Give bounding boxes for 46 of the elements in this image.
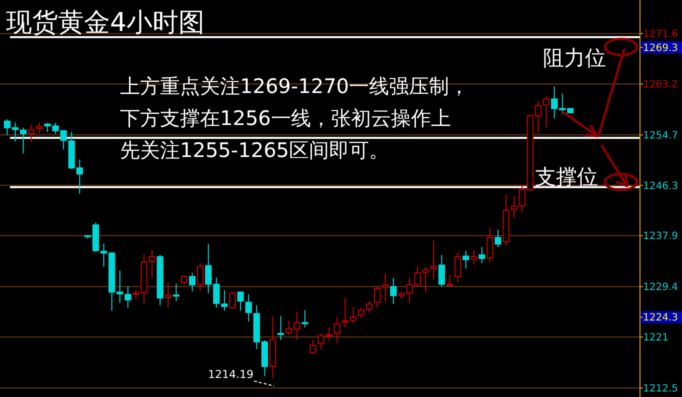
- annotation: 先关注1255-1265区间即可。: [120, 138, 390, 162]
- candlestick: [454, 252, 462, 283]
- annotation: 上方重点关注1269-1270一线强压制，: [120, 74, 470, 98]
- candlestick: [237, 292, 244, 312]
- y-tick-label: 1229.4: [643, 282, 678, 294]
- candlestick: [462, 250, 470, 270]
- candlestick: [28, 124, 35, 144]
- candlestick: [430, 240, 437, 280]
- y-tick-label: 1271.6: [643, 29, 678, 40]
- candlestick: [310, 340, 316, 354]
- y-tick-label: 1246.3: [643, 180, 678, 192]
- y-tick-label: 1263.2: [643, 79, 678, 90]
- candlestick: [350, 306, 356, 324]
- candlestick: [36, 122, 43, 134]
- candlestick: [172, 283, 180, 302]
- candlestick: [382, 272, 389, 303]
- candlestick: [132, 289, 140, 300]
- candlestick: [342, 298, 348, 328]
- candlestick: [446, 274, 454, 288]
- annotation: 下方支撑在1256一线，张初云操作上: [120, 106, 451, 130]
- candlestick: [164, 282, 172, 308]
- candlestick: [334, 316, 340, 344]
- annotation: 支撑位: [535, 165, 598, 189]
- candlestick: [438, 254, 445, 288]
- y-tick-label: 1254.7: [643, 130, 678, 142]
- y-tick-label: 1237.9: [643, 231, 678, 242]
- candlestick: [277, 316, 284, 341]
- candlestick: [245, 294, 252, 322]
- candlestick: [390, 277, 397, 305]
- y-tick-label: 1269.3: [643, 42, 678, 54]
- candlestick: [510, 195, 518, 219]
- chart-title: 现货黄金4小时图: [6, 8, 205, 38]
- candlestick: [478, 246, 486, 264]
- annotation: 阻力位: [543, 46, 606, 70]
- candlestick: [188, 272, 196, 292]
- y-tick-label: 1221: [643, 332, 668, 344]
- y-tick-label: 1224.3: [643, 312, 678, 324]
- annotation: 1214.19: [208, 368, 254, 381]
- candlestick: [470, 250, 478, 265]
- candlestick: [486, 228, 494, 263]
- candlestick: [197, 262, 204, 291]
- candlestick: [302, 310, 308, 328]
- candlestick: [494, 229, 502, 248]
- y-tick-label: 1212.5: [643, 384, 678, 395]
- candlestick: [229, 292, 236, 310]
- candlestick: [374, 286, 381, 308]
